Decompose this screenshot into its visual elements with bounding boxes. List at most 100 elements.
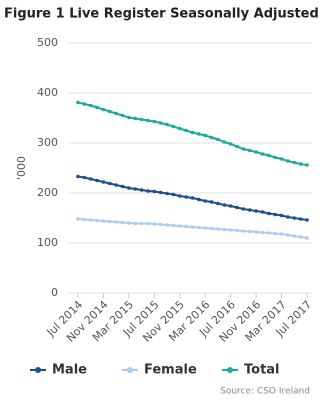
- point: [177, 194, 182, 198]
- point: [108, 219, 112, 224]
- legend-marker: [35, 367, 41, 373]
- point: [235, 144, 239, 149]
- point: [82, 217, 87, 222]
- chart-title: Figure 1 Live Register Seasonally Adjust…: [4, 7, 319, 22]
- legend-marker: [227, 367, 233, 373]
- point: [197, 225, 201, 230]
- legend-label: Female: [144, 363, 197, 378]
- point: [171, 223, 176, 228]
- point: [114, 111, 118, 116]
- point: [305, 163, 309, 167]
- point: [292, 160, 297, 165]
- point: [260, 230, 265, 235]
- legend-marker: [127, 367, 133, 373]
- point: [197, 132, 201, 136]
- point: [152, 189, 157, 194]
- point: [273, 155, 277, 160]
- y-tick-label: 100: [37, 236, 58, 249]
- y-tick-label: 200: [37, 186, 58, 199]
- point: [260, 152, 265, 156]
- point: [298, 217, 303, 221]
- point: [267, 231, 271, 235]
- point: [184, 224, 188, 229]
- point: [222, 203, 227, 207]
- point: [279, 213, 284, 218]
- point: [82, 175, 87, 180]
- point: [133, 221, 138, 226]
- point: [146, 221, 150, 226]
- point: [286, 215, 290, 219]
- point: [76, 174, 80, 179]
- point: [88, 218, 93, 222]
- point: [235, 205, 239, 210]
- point: [203, 226, 208, 230]
- point: [120, 113, 125, 118]
- point: [76, 217, 80, 221]
- point: [273, 212, 277, 217]
- point: [209, 226, 214, 231]
- point: [114, 183, 118, 187]
- point: [254, 209, 258, 213]
- legend-label: Male: [52, 363, 87, 378]
- point: [203, 133, 208, 138]
- point: [235, 228, 239, 233]
- point: [133, 116, 138, 121]
- point: [184, 128, 188, 133]
- point: [76, 100, 80, 105]
- point: [209, 200, 214, 204]
- point: [190, 196, 195, 200]
- y-tick-label: 400: [37, 86, 58, 99]
- point: [216, 201, 220, 206]
- point: [184, 195, 188, 199]
- point: [120, 184, 125, 189]
- point: [165, 191, 169, 196]
- point: [286, 233, 290, 237]
- point: [95, 105, 99, 110]
- point: [241, 229, 246, 233]
- point: [197, 197, 201, 202]
- point: [254, 150, 258, 154]
- point: [228, 142, 233, 146]
- point: [139, 117, 144, 122]
- point: [127, 115, 131, 120]
- point: [88, 177, 93, 181]
- point: [101, 107, 106, 112]
- point: [114, 220, 118, 224]
- point: [305, 218, 309, 222]
- point: [139, 188, 144, 192]
- point: [305, 236, 309, 240]
- point: [267, 211, 271, 216]
- point: [241, 207, 246, 211]
- point: [292, 216, 297, 220]
- point: [222, 227, 227, 232]
- point: [177, 126, 182, 131]
- y-tick-label: 500: [37, 36, 58, 49]
- point: [190, 130, 195, 135]
- point: [298, 235, 303, 239]
- point: [203, 199, 208, 203]
- point: [95, 178, 99, 183]
- point: [120, 220, 125, 225]
- point: [273, 231, 277, 236]
- point: [165, 223, 169, 227]
- point: [247, 148, 252, 153]
- point: [171, 124, 176, 129]
- point: [158, 121, 163, 125]
- point: [241, 147, 246, 151]
- point: [228, 228, 233, 232]
- point: [133, 187, 138, 191]
- point: [254, 230, 258, 234]
- y-axis-label: '000: [15, 156, 28, 180]
- point: [139, 221, 144, 226]
- point: [267, 153, 271, 158]
- point: [88, 103, 93, 108]
- point: [177, 224, 182, 228]
- point: [108, 181, 112, 186]
- point: [101, 219, 106, 223]
- point: [82, 102, 87, 106]
- point: [298, 162, 303, 166]
- point: [152, 222, 157, 226]
- point: [158, 222, 163, 227]
- point: [171, 192, 176, 197]
